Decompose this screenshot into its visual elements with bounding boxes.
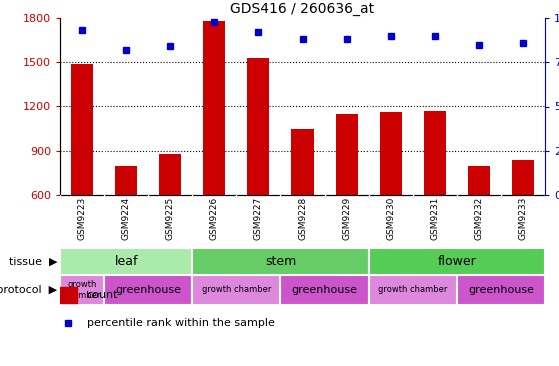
Text: GSM9233: GSM9233: [518, 197, 528, 240]
Bar: [159, 154, 181, 195]
Bar: [71, 64, 93, 195]
Text: growth chamber: growth chamber: [378, 285, 447, 295]
Text: GSM9228: GSM9228: [298, 197, 307, 240]
Text: GSM9223: GSM9223: [78, 197, 87, 240]
Text: stem: stem: [265, 255, 296, 268]
Bar: [104, 275, 192, 305]
Text: flower: flower: [438, 255, 476, 268]
Bar: [192, 248, 368, 275]
Text: growth protocol  ▶: growth protocol ▶: [0, 285, 57, 295]
Bar: [192, 275, 281, 305]
Bar: [512, 160, 534, 195]
Bar: [457, 275, 545, 305]
Text: greenhouse: greenhouse: [115, 285, 181, 295]
Text: greenhouse: greenhouse: [468, 285, 534, 295]
Text: percentile rank within the sample: percentile rank within the sample: [87, 318, 274, 328]
Text: GSM9226: GSM9226: [210, 197, 219, 240]
Text: GSM9231: GSM9231: [430, 197, 439, 240]
Title: GDS416 / 260636_at: GDS416 / 260636_at: [230, 1, 375, 16]
Bar: [248, 58, 269, 195]
Text: count: count: [87, 290, 118, 300]
Bar: [60, 248, 192, 275]
Bar: [60, 275, 104, 305]
Text: tissue  ▶: tissue ▶: [9, 257, 57, 266]
Text: GSM9227: GSM9227: [254, 197, 263, 240]
Bar: [380, 112, 402, 195]
Bar: [203, 21, 225, 195]
Bar: [291, 128, 314, 195]
Text: GSM9232: GSM9232: [475, 197, 484, 240]
Text: GSM9230: GSM9230: [386, 197, 395, 240]
Text: GSM9229: GSM9229: [342, 197, 351, 240]
Text: GSM9225: GSM9225: [165, 197, 175, 240]
Bar: [60, 287, 77, 303]
Text: growth
chamber: growth chamber: [63, 280, 101, 300]
Bar: [281, 275, 368, 305]
Bar: [368, 275, 457, 305]
Text: leaf: leaf: [115, 255, 138, 268]
Bar: [368, 248, 545, 275]
Bar: [424, 111, 446, 195]
Text: GSM9224: GSM9224: [122, 197, 131, 240]
Text: growth chamber: growth chamber: [202, 285, 271, 295]
Bar: [468, 165, 490, 195]
Text: greenhouse: greenhouse: [292, 285, 358, 295]
Bar: [115, 165, 137, 195]
Bar: [335, 114, 358, 195]
